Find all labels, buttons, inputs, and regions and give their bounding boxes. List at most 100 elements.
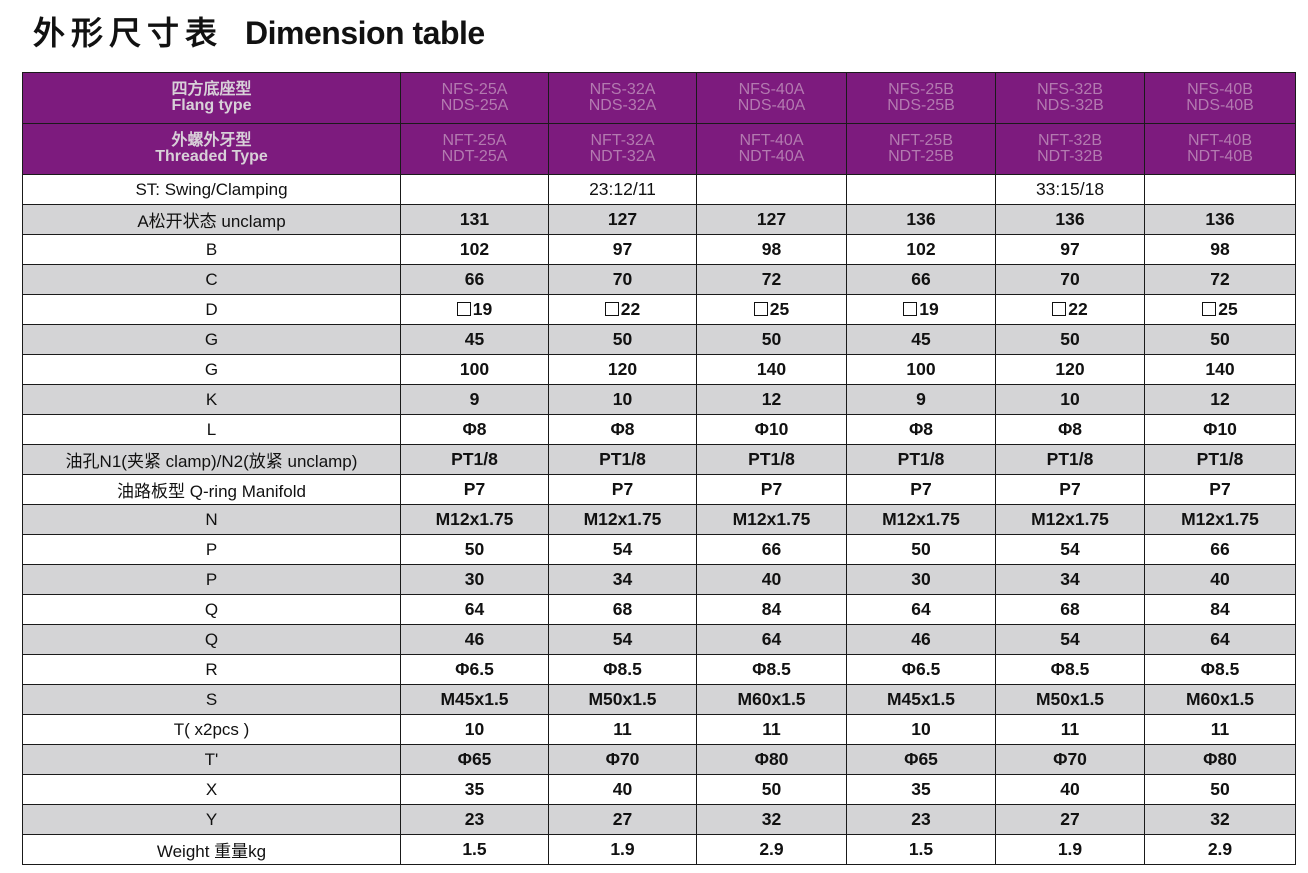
table-row: A松开状态 unclamp 131 127 127 136 136 136 xyxy=(22,204,1296,235)
value-cell: 50 xyxy=(995,324,1145,355)
table-row: Y 23 27 32 23 27 32 xyxy=(22,804,1296,835)
table-row: N M12x1.75 M12x1.75 M12x1.75 M12x1.75 M12x1.7… xyxy=(22,504,1296,535)
model-name: NDS-40A xyxy=(737,97,806,114)
value-cell: 12 xyxy=(696,384,847,415)
table-row: T( x2pcs ) 10 11 11 10 11 11 xyxy=(22,714,1296,745)
value-cell: 40 xyxy=(995,774,1145,805)
value-cell: 50 xyxy=(1144,324,1296,355)
value-cell: 140 xyxy=(1144,354,1296,385)
value-cell: 12 xyxy=(1144,384,1296,415)
value-cell: Φ80 xyxy=(696,744,847,775)
value-cell: PT1/8 xyxy=(1144,444,1296,475)
value-cell: 11 xyxy=(995,714,1145,745)
value-cell: 34 xyxy=(548,564,697,595)
row-label: G xyxy=(22,324,401,355)
value-cell: 10 xyxy=(548,384,697,415)
value-cell: 120 xyxy=(548,354,697,385)
value-cell: 102 xyxy=(400,234,549,265)
value-cell: 131 xyxy=(400,204,549,235)
value-cell: 50 xyxy=(1144,774,1296,805)
value-cell: 10 xyxy=(400,714,549,745)
value-cell: 40 xyxy=(548,774,697,805)
value-cell: 54 xyxy=(548,534,697,565)
value-cell: Φ6.5 xyxy=(400,654,549,685)
model-name: NDT-32A xyxy=(589,148,656,165)
value-cell: P7 xyxy=(995,474,1145,505)
value-cell: Φ65 xyxy=(400,744,549,775)
value-cell: 98 xyxy=(696,234,847,265)
row-label: ST: Swing/Clamping xyxy=(22,174,401,205)
table-row: S M45x1.5 M50x1.5 M60x1.5 M45x1.5 M50x1.5 M60x… xyxy=(22,684,1296,715)
row-label: Weight 重量kg xyxy=(22,834,401,865)
value-cell: 50 xyxy=(696,324,847,355)
row-label: D xyxy=(22,294,401,325)
table-row: 油路板型 Q-ring Manifold P7 P7 P7 P7 P7 P7 xyxy=(22,474,1296,505)
value-cell: Φ8.5 xyxy=(548,654,697,685)
row-label: P xyxy=(22,534,401,565)
value-cell: Φ6.5 xyxy=(846,654,996,685)
value-cell: 11 xyxy=(1144,714,1296,745)
value-cell: 23 xyxy=(400,804,549,835)
value-cell: 10 xyxy=(846,714,996,745)
table-row: K 9 10 12 9 10 12 xyxy=(22,384,1296,415)
table-row: T' Φ65 Φ70 Φ80 Φ65 Φ70 Φ80 xyxy=(22,744,1296,775)
row-label: L xyxy=(22,414,401,445)
value-cell: 68 xyxy=(548,594,697,625)
value-cell: M12x1.75 xyxy=(1144,504,1296,535)
value-cell: M45x1.5 xyxy=(400,684,549,715)
value-cell: M60x1.5 xyxy=(696,684,847,715)
value-cell: 97 xyxy=(995,234,1145,265)
value-cell xyxy=(400,174,549,205)
row-label: Q xyxy=(22,624,401,655)
value-cell: 70 xyxy=(995,264,1145,295)
model-cell: NFS-25A NDS-25A xyxy=(400,72,549,124)
value-cell: 127 xyxy=(548,204,697,235)
table-row: B 102 97 98 102 97 98 xyxy=(22,234,1296,265)
value-cell: 64 xyxy=(846,594,996,625)
page-title: 外形尺寸表 Dimension table xyxy=(33,10,485,56)
value-cell: Φ8 xyxy=(995,414,1145,445)
value-cell: 66 xyxy=(696,534,847,565)
value-cell: Φ10 xyxy=(1144,414,1296,445)
value-cell: PT1/8 xyxy=(400,444,549,475)
value-cell: M45x1.5 xyxy=(846,684,996,715)
table-row: Q 64 68 84 64 68 84 xyxy=(22,594,1296,625)
value-cell xyxy=(1144,174,1296,205)
value-cell: M12x1.75 xyxy=(400,504,549,535)
model-name: NDT-40A xyxy=(738,148,805,165)
model-cell: NFS-32A NDS-32A xyxy=(548,72,697,124)
value-cell: 84 xyxy=(1144,594,1296,625)
model-name: NDT-40B xyxy=(1187,148,1253,165)
value-cell: Φ70 xyxy=(995,744,1145,775)
value-text: 25 xyxy=(1218,299,1238,319)
value-cell: 72 xyxy=(1144,264,1296,295)
value-cell: 50 xyxy=(400,534,549,565)
value-cell: M12x1.75 xyxy=(696,504,847,535)
title-cn: 外形尺寸表 xyxy=(33,14,224,52)
value-cell: 136 xyxy=(995,204,1145,235)
value-text: 22 xyxy=(1068,299,1088,319)
value-cell xyxy=(696,174,847,205)
table-row: G 45 50 50 45 50 50 xyxy=(22,324,1296,355)
model-name: NFS-40B xyxy=(1187,81,1253,98)
value-cell: 66 xyxy=(400,264,549,295)
value-cell: 66 xyxy=(846,264,996,295)
model-name: NFS-25B xyxy=(888,81,954,98)
value-cell: 23 xyxy=(846,804,996,835)
row-label: T' xyxy=(22,744,401,775)
row-label: 油路板型 Q-ring Manifold xyxy=(22,474,401,505)
value-cell: 11 xyxy=(548,714,697,745)
value-cell: 35 xyxy=(846,774,996,805)
model-name: NDT-32B xyxy=(1037,148,1103,165)
table-row: P 50 54 66 50 54 66 xyxy=(22,534,1296,565)
value-cell: 25 xyxy=(1144,294,1296,325)
value-cell: 9 xyxy=(400,384,549,415)
value-cell: 32 xyxy=(1144,804,1296,835)
value-cell: PT1/8 xyxy=(548,444,697,475)
header-label-threaded-en: Threaded Type xyxy=(155,148,268,165)
value-cell: 23:12/11 xyxy=(548,174,697,205)
value-cell: 30 xyxy=(846,564,996,595)
table-row: Q 46 54 64 46 54 64 xyxy=(22,624,1296,655)
value-cell: M50x1.5 xyxy=(995,684,1145,715)
model-cell: NFT-25A NDT-25A xyxy=(400,123,549,175)
